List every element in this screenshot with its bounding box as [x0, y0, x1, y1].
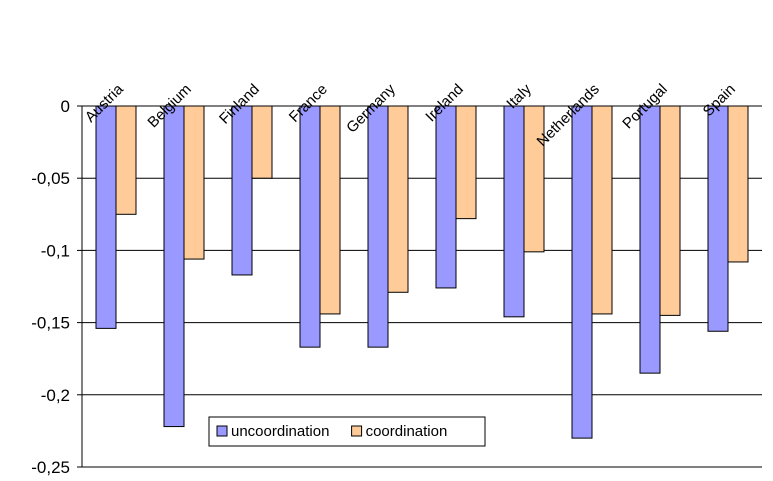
legend-swatch-coordination	[351, 425, 363, 437]
bar-uncoordination-netherlands	[571, 105, 593, 439]
y-tick-label: -0,15	[31, 314, 70, 333]
bar-coordination-portugal	[659, 105, 681, 316]
bar-uncoordination-spain	[707, 105, 729, 332]
bar-coordination-finland	[251, 105, 273, 179]
bar-coordination-france	[319, 105, 341, 315]
legend-swatch-uncoordination	[216, 425, 228, 437]
y-tick-label: -0,2	[41, 386, 70, 405]
y-tick-label: -0,25	[31, 458, 70, 477]
bar-uncoordination-belgium	[163, 105, 185, 428]
bars	[95, 105, 749, 439]
axes	[77, 105, 83, 468]
y-tick-labels: 0 -0,05 -0,1 -0,15 -0,2 -0,25	[31, 97, 70, 477]
bar-coordination-belgium	[183, 105, 205, 260]
bar-uncoordination-germany	[367, 105, 389, 348]
bar-uncoordination-ireland	[435, 105, 457, 289]
bar-coordination-spain	[727, 105, 749, 263]
y-tick-label: -0,05	[31, 169, 70, 188]
y-tick-label: -0,1	[41, 241, 70, 260]
legend-label-uncoordination: uncoordination	[231, 423, 329, 440]
bar-coordination-ireland	[455, 105, 477, 220]
legend-label-coordination: coordination	[366, 423, 448, 440]
bar-uncoordination-finland	[231, 105, 253, 276]
bar-coordination-italy	[523, 105, 545, 253]
bar-coordination-netherlands	[591, 105, 613, 315]
legend-box	[208, 416, 486, 447]
bar-uncoordination-austria	[95, 105, 117, 329]
legend: uncoordination coordination	[208, 416, 486, 447]
bar-coordination-germany	[387, 105, 409, 293]
bar-uncoordination-portugal	[639, 105, 661, 374]
bar-uncoordination-france	[299, 105, 321, 348]
y-tick-label: 0	[61, 97, 70, 116]
bar-coordination-austria	[115, 105, 137, 215]
bar-uncoordination-italy	[503, 105, 525, 318]
